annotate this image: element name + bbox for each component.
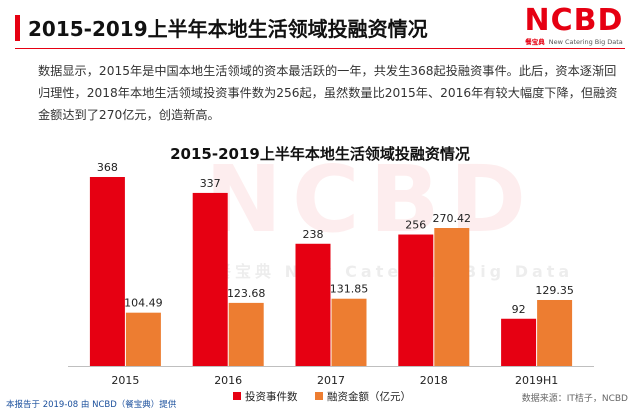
data-label: 337 (200, 177, 221, 190)
legend-swatch-events (233, 392, 241, 400)
legend-swatch-amount (315, 392, 323, 400)
logo-subtitle: 餐宝典 New Catering Big Data (518, 38, 630, 47)
data-label: 123.68 (227, 287, 266, 300)
bar-events-2017 (295, 243, 331, 366)
bar-events-2015 (89, 177, 125, 366)
logo-wordmark: NCBD (524, 3, 624, 38)
chart-title: 2015-2019上半年本地生活领域投融资情况 (170, 145, 470, 163)
title-accent-bar (15, 15, 20, 41)
page-title: 2015-2019上半年本地生活领域投融资情况 (28, 17, 428, 41)
logo-subtitle-cn: 餐宝典 (525, 38, 545, 46)
header-divider (15, 48, 625, 49)
data-label: 256 (405, 219, 426, 232)
data-label: 368 (97, 161, 118, 174)
x-tick-label: 2016 (214, 374, 242, 387)
data-label: 104.49 (124, 297, 163, 310)
bar-events-2019H1 (501, 318, 537, 366)
bar-amount-2017 (331, 298, 367, 366)
data-label: 270.42 (433, 212, 472, 225)
description-paragraph: 数据显示，2015年是中国本地生活领域的资本最活跃的一年，共发生368起投融资事… (38, 64, 618, 122)
footer-source: 数据来源：IT桔子，NCBD (521, 394, 628, 404)
data-label: 131.85 (330, 283, 369, 296)
bar-amount-2019H1 (537, 299, 573, 366)
x-tick-label: 2015 (111, 374, 139, 387)
data-label: 238 (303, 228, 324, 241)
data-label: 129.35 (535, 284, 574, 297)
bar-amount-2018 (434, 228, 470, 366)
x-tick-label: 2018 (420, 374, 448, 387)
bar-amount-2015 (125, 312, 161, 366)
x-tick-label: 2019H1 (515, 374, 558, 387)
bar-amount-2016 (228, 302, 264, 366)
footer-credit: 本报告于 2019-08 由 NCBD（餐宝典）提供 (6, 400, 177, 410)
bar-events-2016 (192, 192, 228, 366)
x-tick-label: 2017 (317, 374, 345, 387)
bar-events-2018 (398, 234, 434, 366)
legend-label: 投资事件数 (245, 390, 298, 403)
legend-label: 融资金额（亿元） (327, 390, 411, 403)
logo-subtitle-en: New Catering Big Data (548, 38, 623, 46)
ncbd-logo: NCBD 餐宝典 New Catering Big Data (518, 4, 630, 50)
data-label: 92 (512, 303, 526, 316)
